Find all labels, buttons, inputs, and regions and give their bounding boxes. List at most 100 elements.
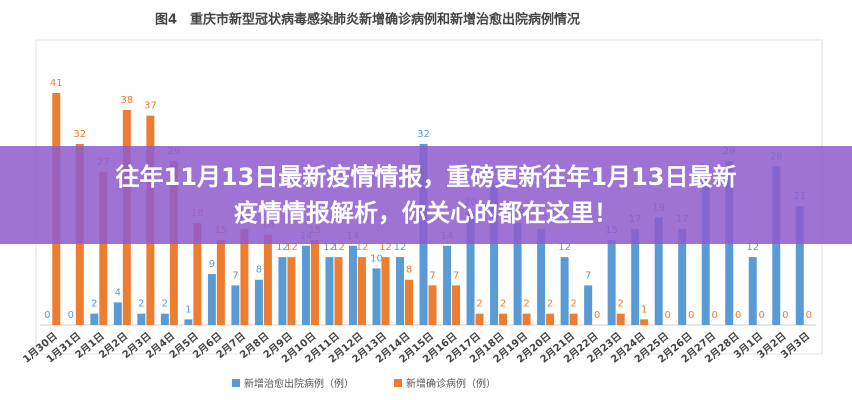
bar bbox=[631, 228, 640, 325]
data-label: 2 bbox=[523, 299, 529, 310]
bar bbox=[466, 211, 475, 325]
bar bbox=[499, 313, 508, 325]
bar bbox=[278, 257, 287, 325]
bar bbox=[240, 228, 249, 325]
bar bbox=[301, 245, 310, 325]
bar bbox=[537, 228, 546, 325]
bar bbox=[654, 217, 663, 325]
bar bbox=[216, 240, 225, 325]
data-label: 2 bbox=[476, 299, 482, 310]
data-label: 1 bbox=[641, 304, 647, 315]
data-label: 12 bbox=[356, 242, 369, 253]
data-label: 9 bbox=[209, 259, 215, 270]
bar bbox=[490, 183, 499, 325]
bar bbox=[334, 257, 343, 325]
bar bbox=[113, 302, 122, 325]
chart-title: 图4 重庆市新型冠状病毒感染肺炎新增确诊病例和新增治愈出院病例情况 bbox=[155, 12, 580, 28]
bar bbox=[443, 245, 452, 325]
data-label: 12 bbox=[285, 242, 298, 253]
bar bbox=[137, 313, 146, 325]
bar bbox=[701, 177, 710, 325]
data-label: 0 bbox=[688, 310, 694, 321]
bar bbox=[546, 313, 555, 325]
data-label: 7 bbox=[429, 270, 435, 281]
banner-line: 往年11月13日最新疫情情报，重磅更新往年1月13日最新 bbox=[115, 163, 737, 191]
data-label: 0 bbox=[68, 310, 74, 321]
bar bbox=[616, 313, 625, 325]
bar bbox=[160, 313, 169, 325]
data-label: 41 bbox=[50, 78, 63, 89]
bar bbox=[287, 257, 296, 325]
bar bbox=[372, 268, 381, 325]
data-label: 0 bbox=[594, 310, 600, 321]
data-label: 12 bbox=[558, 242, 571, 253]
bar bbox=[772, 166, 781, 325]
data-label: 38 bbox=[120, 95, 133, 106]
bar bbox=[357, 257, 366, 325]
bar bbox=[184, 319, 193, 325]
bar bbox=[748, 257, 757, 325]
bar bbox=[193, 223, 202, 325]
bar bbox=[428, 285, 437, 325]
bar bbox=[231, 285, 240, 325]
data-label: 8 bbox=[256, 265, 262, 276]
bar bbox=[678, 228, 687, 325]
data-label: 12 bbox=[323, 242, 336, 253]
data-label: 12 bbox=[394, 242, 407, 253]
data-label: 0 bbox=[44, 310, 50, 321]
data-label: 12 bbox=[746, 242, 759, 253]
data-label: 12 bbox=[276, 242, 289, 253]
bar bbox=[795, 206, 804, 325]
data-label: 10 bbox=[370, 253, 383, 264]
bar bbox=[90, 313, 99, 325]
legend-swatch bbox=[394, 379, 402, 387]
data-label: 7 bbox=[585, 270, 591, 281]
bar bbox=[254, 279, 263, 325]
legend-swatch bbox=[232, 379, 240, 387]
bar bbox=[475, 313, 484, 325]
data-label: 1 bbox=[185, 304, 191, 315]
bar bbox=[607, 240, 616, 325]
data-label: 0 bbox=[806, 310, 812, 321]
data-label: 4 bbox=[115, 287, 121, 298]
bar bbox=[584, 285, 593, 325]
bar bbox=[348, 245, 357, 325]
legend-label: 新增确诊病例（例） bbox=[406, 377, 496, 390]
bar bbox=[381, 257, 390, 325]
bar bbox=[325, 257, 334, 325]
bar bbox=[99, 172, 108, 325]
data-label: 32 bbox=[73, 129, 86, 140]
data-label: 2 bbox=[617, 299, 623, 310]
data-label: 7 bbox=[453, 270, 459, 281]
bar bbox=[396, 257, 405, 325]
legend-label: 新增治愈出院病例（例） bbox=[244, 377, 354, 390]
data-label: 12 bbox=[379, 242, 392, 253]
data-label: 7 bbox=[232, 270, 238, 281]
data-label: 2 bbox=[91, 299, 97, 310]
data-label: 37 bbox=[144, 101, 157, 112]
bar bbox=[207, 274, 216, 325]
data-label: 32 bbox=[417, 129, 430, 140]
data-label: 2 bbox=[138, 299, 144, 310]
data-label: 0 bbox=[712, 310, 718, 321]
bar bbox=[405, 279, 414, 325]
data-label: 0 bbox=[782, 310, 788, 321]
bar bbox=[513, 223, 522, 325]
bar bbox=[310, 240, 319, 325]
bar bbox=[522, 313, 531, 325]
data-label: 0 bbox=[735, 310, 741, 321]
bar bbox=[452, 285, 461, 325]
data-label: 2 bbox=[570, 299, 576, 310]
data-label: 2 bbox=[162, 299, 168, 310]
banner-line: 疫情情报解析，你关心的都在这里！ bbox=[234, 199, 618, 227]
bar bbox=[640, 319, 649, 325]
data-label: 0 bbox=[664, 310, 670, 321]
data-label: 8 bbox=[406, 265, 412, 276]
bar bbox=[263, 234, 272, 325]
data-label: 0 bbox=[759, 310, 765, 321]
bar bbox=[560, 257, 569, 325]
data-label: 2 bbox=[500, 299, 506, 310]
data-label: 2 bbox=[547, 299, 553, 310]
bar bbox=[569, 313, 578, 325]
